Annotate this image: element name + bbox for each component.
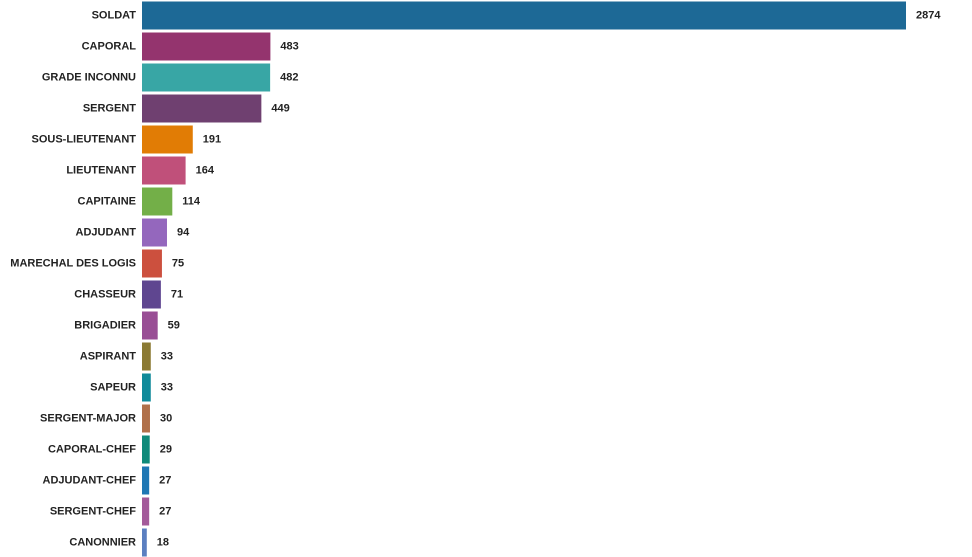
bar-soldat bbox=[142, 1, 906, 30]
bar-sergent-chef bbox=[142, 497, 150, 526]
bar-canonnier bbox=[142, 528, 147, 557]
category-label: CAPORAL-CHEF bbox=[48, 444, 136, 456]
category-label: CAPITAINE bbox=[78, 196, 136, 208]
value-label: 482 bbox=[280, 72, 298, 84]
bar-adjudant bbox=[142, 218, 167, 247]
bar-grade-inconnu bbox=[142, 63, 271, 92]
category-label: CAPORAL bbox=[82, 41, 137, 53]
category-label: SAPEUR bbox=[90, 382, 136, 394]
value-label: 27 bbox=[159, 506, 171, 518]
bar-adjudant-chef bbox=[142, 466, 150, 495]
bar-chasseur bbox=[142, 280, 161, 309]
value-label: 75 bbox=[172, 258, 184, 270]
value-label: 191 bbox=[203, 134, 221, 146]
category-label: ADJUDANT-CHEF bbox=[43, 475, 137, 487]
bar-aspirant bbox=[142, 342, 151, 371]
value-label: 30 bbox=[160, 413, 172, 425]
category-label: MARECHAL DES LOGIS bbox=[10, 258, 136, 270]
value-label: 94 bbox=[177, 227, 190, 239]
value-label: 164 bbox=[196, 165, 215, 177]
category-label: SERGENT-MAJOR bbox=[40, 413, 136, 425]
category-label: BRIGADIER bbox=[74, 320, 136, 332]
value-label: 114 bbox=[182, 196, 201, 208]
bar-sous-lieutenant bbox=[142, 125, 193, 154]
bar-lieutenant bbox=[142, 156, 186, 185]
value-label: 59 bbox=[168, 320, 180, 332]
category-label: SOLDAT bbox=[92, 10, 137, 22]
category-label: ASPIRANT bbox=[80, 351, 137, 363]
category-label: SOUS-LIEUTENANT bbox=[32, 134, 137, 146]
bar-sergent bbox=[142, 94, 262, 123]
bar-sergent-major bbox=[142, 404, 150, 433]
value-label: 18 bbox=[157, 537, 169, 549]
value-label: 33 bbox=[161, 382, 173, 394]
category-labels-layer: SOLDAT CAPORAL GRADE INCONNU SERGENT SOUS-LI… bbox=[10, 10, 136, 549]
value-labels-layer: 2874 483 482 449 191 164 114 94 75 71 59 33 33 30 29 27… bbox=[157, 10, 942, 549]
bar-marechal-des-logis bbox=[142, 249, 162, 278]
value-label: 27 bbox=[159, 475, 171, 487]
bar-sapeur bbox=[142, 373, 151, 402]
category-label: CANONNIER bbox=[69, 537, 136, 549]
bar-brigadier bbox=[142, 311, 158, 340]
category-label: CHASSEUR bbox=[74, 289, 136, 301]
value-label: 483 bbox=[280, 41, 298, 53]
value-label: 33 bbox=[161, 351, 173, 363]
category-label: LIEUTENANT bbox=[66, 165, 136, 177]
category-label: SERGENT bbox=[83, 103, 136, 115]
category-label: ADJUDANT bbox=[76, 227, 137, 239]
bar-capitaine bbox=[142, 187, 173, 216]
value-label: 29 bbox=[160, 444, 172, 456]
bar-caporal bbox=[142, 32, 271, 61]
value-label: 2874 bbox=[916, 10, 941, 22]
value-label: 71 bbox=[171, 289, 183, 301]
category-label: GRADE INCONNU bbox=[42, 72, 136, 84]
bar-caporal-chef bbox=[142, 435, 150, 464]
category-label: SERGENT-CHEF bbox=[50, 506, 136, 518]
bars-layer bbox=[142, 1, 906, 557]
value-label: 449 bbox=[271, 103, 289, 115]
